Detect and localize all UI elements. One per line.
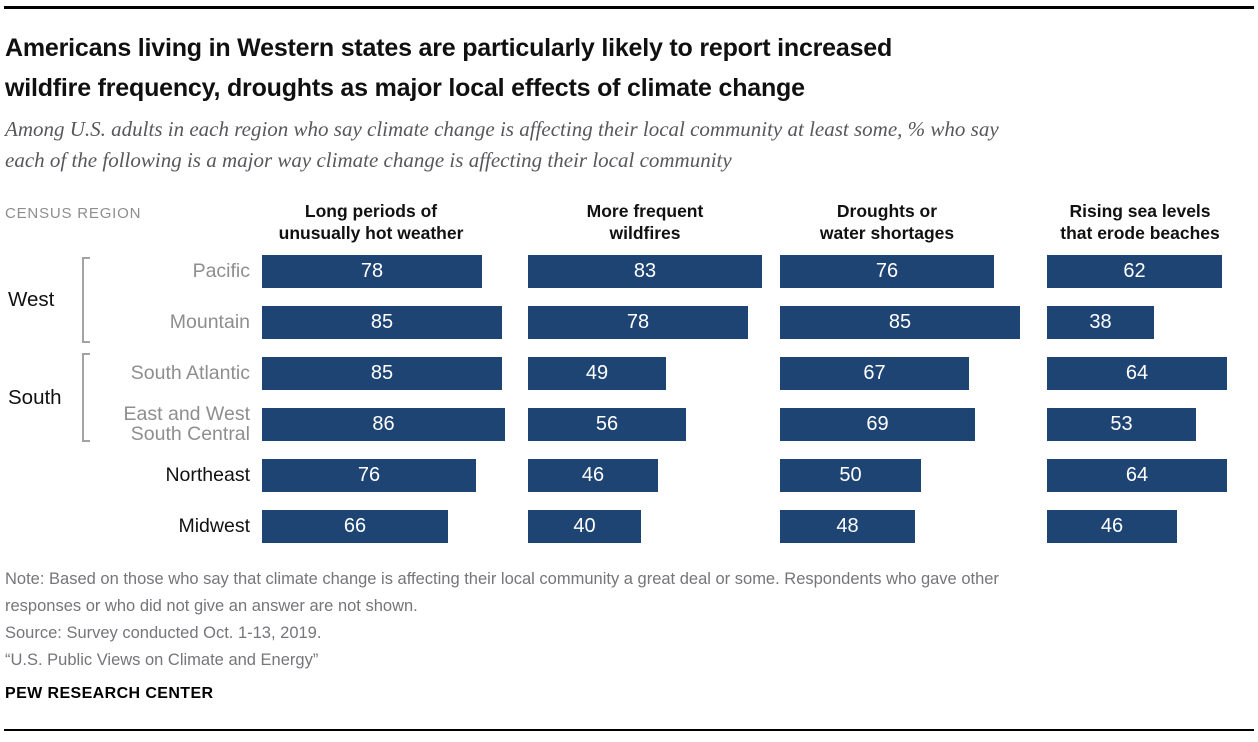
column-header: Long periods of unusually hot weather [279, 200, 464, 244]
column-header-line: wildfires [609, 223, 681, 243]
report-title-line: “U.S. Public Views on Climate and Energy… [5, 651, 319, 669]
row-label-line: East and West [123, 403, 250, 425]
brand-pew-research-center: PEW RESEARCH CENTER [5, 685, 214, 702]
bar-value-label: 62 [1123, 260, 1146, 282]
group-label: South [8, 385, 62, 409]
bottom-rule [4, 729, 1254, 731]
bar-value-label: 64 [1125, 362, 1149, 384]
subtitle-line: each of the following is a major way cli… [5, 148, 732, 172]
row-label: East and West South Central [0, 403, 250, 445]
chart-title: Americans living in Western states are p… [5, 28, 892, 108]
bar: 38 [1047, 306, 1154, 339]
row-label-line: South Atlantic [130, 361, 250, 384]
row-label-line: Mountain [169, 310, 250, 333]
bar: 83 [528, 255, 762, 288]
row-label-line: Midwest [178, 514, 250, 537]
bar: 69 [780, 408, 975, 441]
bar-value-label: 40 [573, 515, 596, 537]
column-header-line: Rising sea levels [1069, 201, 1211, 221]
bar: 76 [262, 459, 476, 492]
footer-notes: Note: Based on those who say that climat… [5, 566, 1235, 674]
bar-value-label: 85 [888, 311, 912, 333]
source-line: Source: Survey conducted Oct. 1-13, 2019… [5, 624, 322, 642]
bar: 85 [262, 306, 502, 339]
bar-value-label: 64 [1125, 464, 1149, 486]
row-label-line: South Central [130, 422, 250, 445]
note-line: Note: Based on those who say that climat… [5, 570, 999, 588]
bar-value-label: 76 [357, 464, 381, 486]
row-label: Midwest [0, 507, 250, 546]
bar: 49 [528, 357, 666, 390]
column-header: More frequent wildfires [587, 200, 704, 244]
bar-value-label: 66 [343, 515, 367, 537]
note-line: responses or who did not give an answer … [5, 597, 418, 615]
group-label: West [8, 288, 55, 311]
bar-value-label: 56 [595, 413, 619, 435]
column-header: Droughts or water shortages [820, 200, 954, 244]
bar-value-label: 67 [863, 362, 886, 384]
bar-value-label: 46 [581, 464, 605, 486]
bar-value-label: 86 [372, 413, 395, 435]
bar-value-label: 78 [626, 311, 650, 333]
chart-subtitle: Among U.S. adults in each region who say… [5, 114, 999, 176]
bar: 64 [1047, 357, 1227, 390]
bar: 48 [780, 510, 915, 543]
row-label-line: Northeast [165, 463, 250, 486]
bar: 50 [780, 459, 921, 492]
bar-value-label: 83 [633, 260, 657, 282]
bar: 46 [1047, 510, 1177, 543]
bar: 53 [1047, 408, 1196, 441]
row-label: Pacific [0, 252, 250, 291]
bar: 46 [528, 459, 658, 492]
group-bracket [82, 257, 90, 343]
bar: 85 [780, 306, 1020, 339]
bar: 62 [1047, 255, 1222, 288]
row-label-line: Pacific [192, 259, 250, 282]
bar-value-label: 49 [585, 362, 609, 384]
group-bracket [82, 353, 90, 442]
bar: 40 [528, 510, 641, 543]
column-header-line: More frequent [586, 201, 704, 221]
bar: 64 [1047, 459, 1227, 492]
bar-value-label: 76 [875, 260, 899, 282]
bar: 78 [528, 306, 748, 339]
bar-value-label: 85 [370, 362, 394, 384]
row-label: Northeast [0, 456, 250, 495]
bar: 85 [262, 357, 502, 390]
bar-value-label: 78 [360, 260, 384, 282]
column-header-line: unusually hot weather [278, 223, 464, 243]
bar: 76 [780, 255, 994, 288]
census-region-axis-label: CENSUS REGION [5, 205, 142, 222]
column-header-line: Droughts or [836, 201, 938, 221]
subtitle-line: Among U.S. adults in each region who say… [5, 117, 999, 141]
title-line: wildfire frequency, droughts as major lo… [5, 74, 805, 102]
bar: 67 [780, 357, 969, 390]
bar: 66 [262, 510, 448, 543]
bar-value-label: 48 [836, 515, 859, 537]
bar: 56 [528, 408, 686, 441]
bar-value-label: 69 [866, 413, 889, 435]
column-header-line: that erode beaches [1060, 223, 1220, 243]
row-label: Mountain [0, 303, 250, 342]
bar-value-label: 38 [1089, 311, 1112, 333]
bar-value-label: 46 [1100, 515, 1124, 537]
column-header-line: Long periods of [304, 201, 438, 221]
top-rule [4, 6, 1254, 9]
title-line: Americans living in Western states are p… [5, 34, 893, 62]
row-label: South Atlantic [0, 354, 250, 393]
bar: 86 [262, 408, 505, 441]
bar: 78 [262, 255, 482, 288]
column-header-line: water shortages [819, 223, 955, 243]
bar-value-label: 50 [839, 464, 862, 486]
bar-value-label: 85 [370, 311, 394, 333]
bar-value-label: 53 [1110, 413, 1133, 435]
column-header: Rising sea levels that erode beaches [1060, 200, 1220, 244]
